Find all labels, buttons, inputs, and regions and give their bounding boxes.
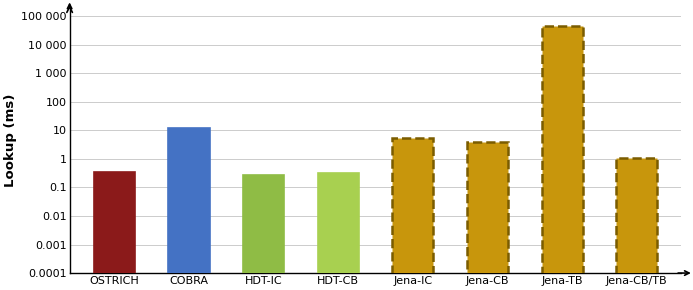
Bar: [541, 26, 583, 290]
Bar: [317, 173, 359, 290]
Bar: [94, 172, 135, 290]
Bar: [243, 175, 284, 290]
Bar: [467, 142, 508, 290]
Bar: [392, 138, 433, 290]
Y-axis label: Lookup (ms): Lookup (ms): [4, 94, 17, 187]
Bar: [616, 158, 657, 290]
Bar: [168, 128, 209, 290]
